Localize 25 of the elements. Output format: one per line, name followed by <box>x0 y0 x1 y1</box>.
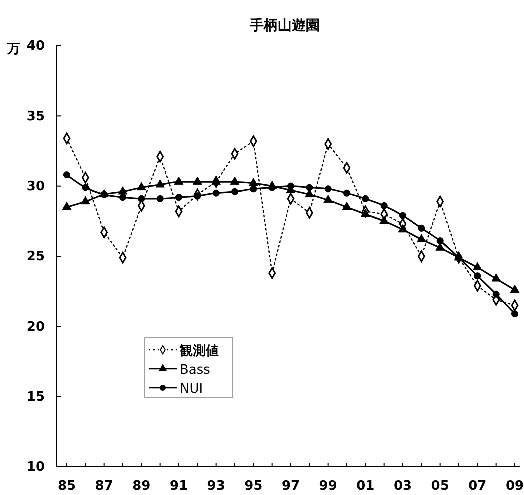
y-tick-label: 40 <box>26 39 45 54</box>
x-tick-label: 85 <box>58 479 76 494</box>
y-tick-label: 35 <box>26 109 45 124</box>
y-tick-label: 15 <box>26 390 45 405</box>
x-tick-label: 05 <box>431 479 450 494</box>
x-tick-label: 95 <box>244 479 263 494</box>
x-tick-label: 97 <box>282 479 300 494</box>
y-tick-label: 10 <box>26 460 45 476</box>
x-tick-label: 89 <box>132 479 151 494</box>
y-axis-title: 万 <box>6 42 20 57</box>
x-tick-label: 01 <box>356 479 375 494</box>
x-tick-label: 93 <box>207 479 226 494</box>
x-tick-label: 09 <box>506 479 524 494</box>
x-tick-label: 99 <box>319 479 338 494</box>
x-tick-label: 03 <box>394 479 412 494</box>
legend-label: Bass <box>180 363 211 378</box>
chart-title: 手柄山遊園 <box>249 17 320 34</box>
y-tick-label: 30 <box>26 179 45 194</box>
legend-label: NUI <box>180 382 204 397</box>
legend-label: 観測値 <box>179 344 219 359</box>
y-tick-label: 25 <box>26 250 45 265</box>
x-tick-label: 91 <box>170 479 188 494</box>
x-tick-label: 07 <box>468 479 487 494</box>
x-tick-label: 87 <box>95 479 114 494</box>
y-tick-label: 20 <box>26 320 45 335</box>
